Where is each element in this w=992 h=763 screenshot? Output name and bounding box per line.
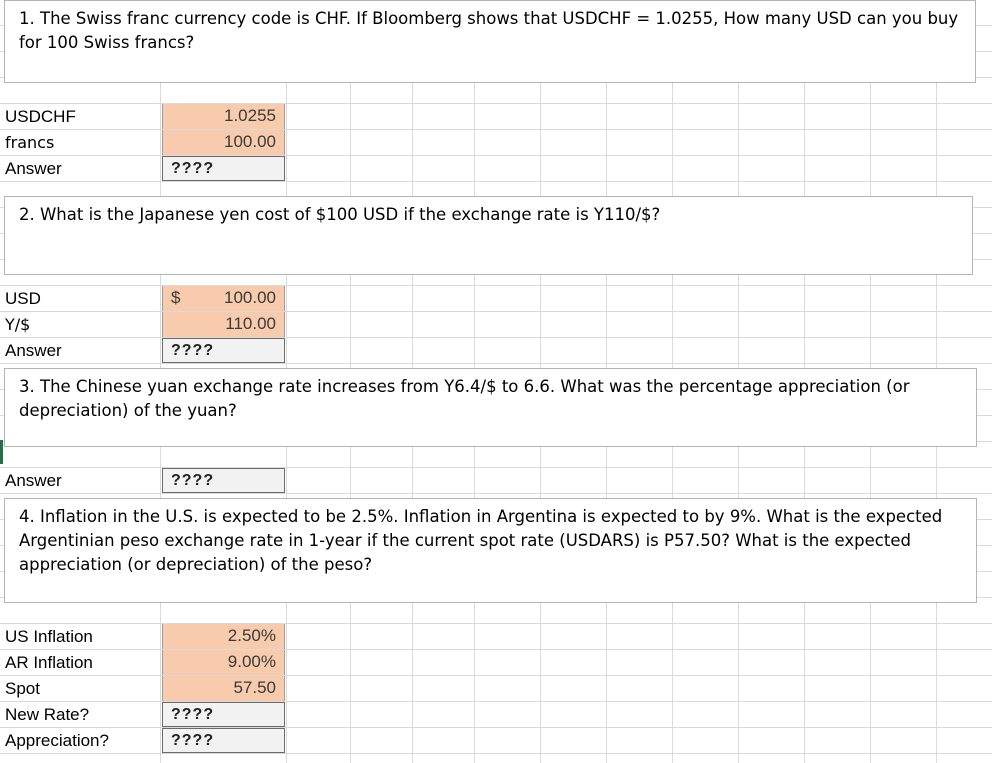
question-2-textbox[interactable]: 2. What is the Japanese yen cost of $100… bbox=[4, 196, 973, 275]
label-yen-per-dollar: Y/$ bbox=[5, 315, 31, 334]
appreciation-answer-cell[interactable]: ???? bbox=[162, 728, 285, 753]
francs-value-cell[interactable]: 100.00 bbox=[162, 130, 285, 155]
selection-edge-marker bbox=[0, 440, 3, 464]
ar-inflation-value-cell[interactable]: 9.00% bbox=[162, 650, 285, 675]
label-answer-3: Answer bbox=[5, 471, 62, 490]
label-ar-inflation: AR Inflation bbox=[5, 653, 93, 672]
label-us-inflation: US Inflation bbox=[5, 627, 93, 646]
label-new-rate: New Rate? bbox=[5, 705, 90, 724]
label-usdchf: USDCHF bbox=[5, 107, 76, 126]
usd-value: 100.00 bbox=[224, 288, 276, 307]
answer-2-cell[interactable]: ???? bbox=[162, 338, 285, 363]
usd-value-cell[interactable]: $ 100.00 bbox=[162, 286, 285, 311]
label-spot: Spot bbox=[5, 679, 40, 698]
spot-value-cell[interactable]: 57.50 bbox=[162, 676, 285, 701]
question-1-textbox[interactable]: 1. The Swiss franc currency code is CHF.… bbox=[4, 0, 976, 83]
label-usd: USD bbox=[5, 289, 41, 308]
label-answer-1: Answer bbox=[5, 159, 62, 178]
label-francs: francs bbox=[5, 133, 55, 152]
question-2-text: 2. What is the Japanese yen cost of $100… bbox=[19, 205, 661, 224]
dollar-sign: $ bbox=[171, 288, 181, 307]
usdchf-value-cell[interactable]: 1.0255 bbox=[162, 104, 285, 129]
question-4-text: 4. Inflation in the U.S. is expected to … bbox=[19, 507, 943, 574]
question-3-textbox[interactable]: 3. The Chinese yuan exchange rate increa… bbox=[4, 368, 977, 447]
answer-3-cell[interactable]: ???? bbox=[162, 468, 285, 493]
question-3-text: 3. The Chinese yuan exchange rate increa… bbox=[19, 377, 910, 420]
new-rate-answer-cell[interactable]: ???? bbox=[162, 702, 285, 727]
label-answer-2: Answer bbox=[5, 341, 62, 360]
question-1-text: 1. The Swiss franc currency code is CHF.… bbox=[19, 9, 959, 52]
answer-1-cell[interactable]: ???? bbox=[162, 156, 285, 181]
yen-rate-value-cell[interactable]: 110.00 bbox=[162, 312, 285, 337]
us-inflation-value-cell[interactable]: 2.50% bbox=[162, 624, 285, 649]
label-appreciation: Appreciation? bbox=[5, 731, 109, 750]
question-4-textbox[interactable]: 4. Inflation in the U.S. is expected to … bbox=[4, 498, 977, 603]
